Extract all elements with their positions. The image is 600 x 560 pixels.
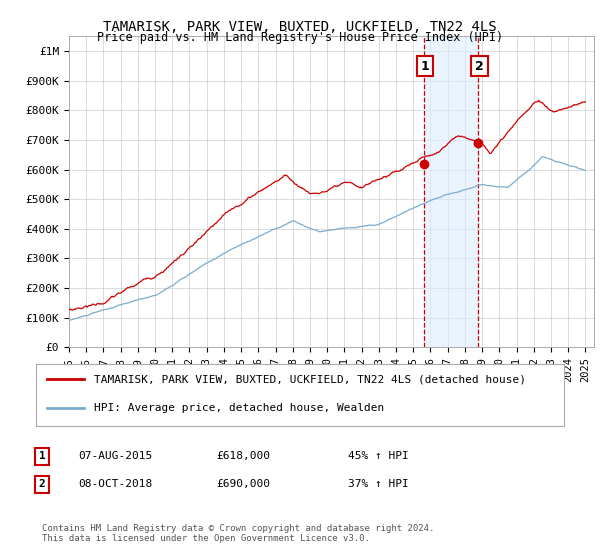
Text: 2: 2 — [475, 59, 484, 72]
Text: 1: 1 — [38, 451, 46, 461]
Text: Price paid vs. HM Land Registry's House Price Index (HPI): Price paid vs. HM Land Registry's House … — [97, 31, 503, 44]
Text: £618,000: £618,000 — [216, 451, 270, 461]
Text: 08-OCT-2018: 08-OCT-2018 — [78, 479, 152, 489]
Text: 07-AUG-2015: 07-AUG-2015 — [78, 451, 152, 461]
Text: TAMARISK, PARK VIEW, BUXTED, UCKFIELD, TN22 4LS: TAMARISK, PARK VIEW, BUXTED, UCKFIELD, T… — [103, 20, 497, 34]
Text: £690,000: £690,000 — [216, 479, 270, 489]
Text: Contains HM Land Registry data © Crown copyright and database right 2024.
This d: Contains HM Land Registry data © Crown c… — [42, 524, 434, 543]
Text: 37% ↑ HPI: 37% ↑ HPI — [348, 479, 409, 489]
Text: TAMARISK, PARK VIEW, BUXTED, UCKFIELD, TN22 4LS (detached house): TAMARISK, PARK VIEW, BUXTED, UCKFIELD, T… — [94, 375, 526, 384]
Text: HPI: Average price, detached house, Wealden: HPI: Average price, detached house, Weal… — [94, 403, 385, 413]
Bar — [424, 36, 478, 347]
Text: 2: 2 — [38, 479, 46, 489]
Text: 45% ↑ HPI: 45% ↑ HPI — [348, 451, 409, 461]
Text: 1: 1 — [421, 59, 430, 72]
